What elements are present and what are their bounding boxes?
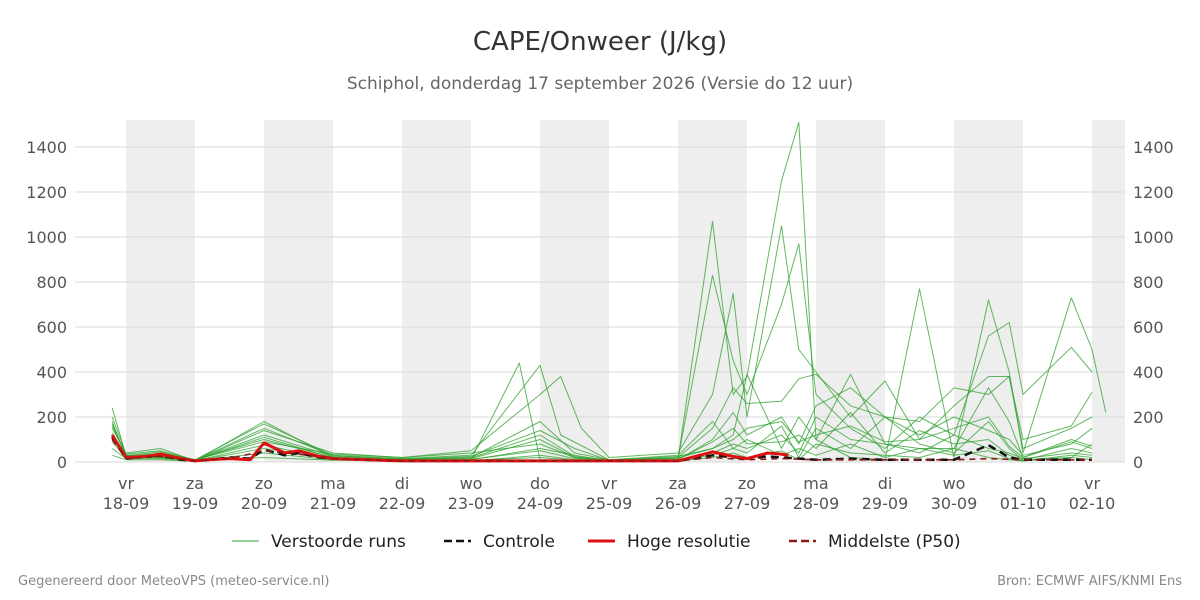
- shade-band-26-09: [678, 120, 747, 462]
- shade-band-18-09: [126, 120, 195, 462]
- y-tick-left-400: 400: [36, 363, 67, 382]
- x-tick-day-20-09: zo: [255, 474, 273, 493]
- x-tick-date-25-09: 25-09: [586, 494, 633, 513]
- x-tick-date-22-09: 22-09: [379, 494, 426, 513]
- legend-label-4: Middelste (P50): [828, 532, 961, 552]
- x-tick-day-19-09: za: [186, 474, 204, 493]
- x-tick-date-19-09: 19-09: [172, 494, 219, 513]
- x-tick-date-01-10: 01-10: [1000, 494, 1047, 513]
- y-tick-left-0: 0: [57, 453, 67, 472]
- legend: Verstoorde runs Controle Hoge resolutie Mid…: [232, 532, 961, 552]
- x-tick-date-24-09: 24-09: [517, 494, 564, 513]
- x-tick-day-25-09: vr: [601, 474, 617, 493]
- x-tick-day-18-09: vr: [118, 474, 134, 493]
- x-tick-day-01-10: do: [1013, 474, 1033, 493]
- x-tick-date-18-09: 18-09: [103, 494, 150, 513]
- chart-subtitle: Schiphol, donderdag 17 september 2026 (V…: [347, 74, 853, 94]
- footer-source: Bron: ECMWF AIFS/KNMI Ens: [997, 574, 1182, 589]
- y-tick-right-1200: 1200: [1133, 183, 1174, 202]
- x-tick-date-28-09: 28-09: [793, 494, 840, 513]
- y-tick-left-1000: 1000: [26, 228, 67, 247]
- x-tick-day-30-09: wo: [943, 474, 966, 493]
- x-tick-date-21-09: 21-09: [310, 494, 357, 513]
- legend-label-2: Controle: [483, 532, 555, 552]
- y-tick-left-200: 200: [36, 408, 67, 427]
- ensemble-run-2: [111, 243, 1093, 461]
- ensemble-run-6: [111, 373, 1093, 461]
- x-tick-day-22-09: di: [395, 474, 410, 493]
- y-tick-right-1000: 1000: [1133, 228, 1174, 247]
- y-tick-right-400: 400: [1133, 363, 1164, 382]
- x-tick-date-23-09: 23-09: [448, 494, 495, 513]
- y-tick-right-600: 600: [1133, 318, 1164, 337]
- x-tick-date-29-09: 29-09: [862, 494, 909, 513]
- x-tick-date-20-09: 20-09: [241, 494, 288, 513]
- chart-title: CAPE/Onweer (J/kg): [473, 27, 727, 57]
- weekend-shading: [126, 120, 1125, 462]
- shade-band-02-10: [1092, 120, 1125, 462]
- legend-label-3: Hoge resolutie: [627, 532, 751, 552]
- x-tick-date-27-09: 27-09: [724, 494, 771, 513]
- y-tick-left-1200: 1200: [26, 183, 67, 202]
- x-tick-day-27-09: zo: [738, 474, 756, 493]
- x-tick-day-21-09: ma: [320, 474, 345, 493]
- x-tick-date-02-10: 02-10: [1069, 494, 1116, 513]
- shade-band-22-09: [402, 120, 471, 462]
- x-tick-day-02-10: vr: [1084, 474, 1100, 493]
- x-tick-day-26-09: za: [669, 474, 687, 493]
- ensemble-run-9: [112, 443, 1093, 462]
- shade-band-28-09: [816, 120, 885, 462]
- ensemble-run-10: [111, 412, 1093, 462]
- y-axis-ticks: 0 0 200 200 400 400 600 600 800 800 1000 1000 1200 12…: [26, 138, 1173, 472]
- y-tick-left-600: 600: [36, 318, 67, 337]
- x-tick-date-30-09: 30-09: [931, 494, 978, 513]
- y-tick-right-200: 200: [1133, 408, 1164, 427]
- x-tick-date-26-09: 26-09: [655, 494, 702, 513]
- x-tick-day-29-09: di: [878, 474, 893, 493]
- legend-label-1: Verstoorde runs: [271, 532, 406, 552]
- x-tick-day-28-09: ma: [803, 474, 828, 493]
- ensemble-run-11: [111, 439, 1093, 462]
- footer-generated-by: Gegenereerd door MeteoVPS (meteo-service…: [18, 574, 329, 589]
- y-tick-left-800: 800: [36, 273, 67, 292]
- x-axis-ticks: vr18-09za19-09zo20-09ma21-09di22-09wo23-…: [103, 474, 1116, 513]
- x-tick-day-24-09: do: [530, 474, 550, 493]
- series-middelste-p50: [111, 439, 1092, 462]
- y-tick-right-800: 800: [1133, 273, 1164, 292]
- y-tick-right-1400: 1400: [1133, 138, 1174, 157]
- main-series: [110, 434, 1092, 463]
- y-tick-right-0: 0: [1133, 453, 1143, 472]
- x-tick-day-23-09: wo: [460, 474, 483, 493]
- ensemble-run-12: [111, 416, 1093, 461]
- y-tick-left-1400: 1400: [26, 138, 67, 157]
- shade-band-20-09: [264, 120, 333, 462]
- ensemble-run-7: [111, 416, 1093, 462]
